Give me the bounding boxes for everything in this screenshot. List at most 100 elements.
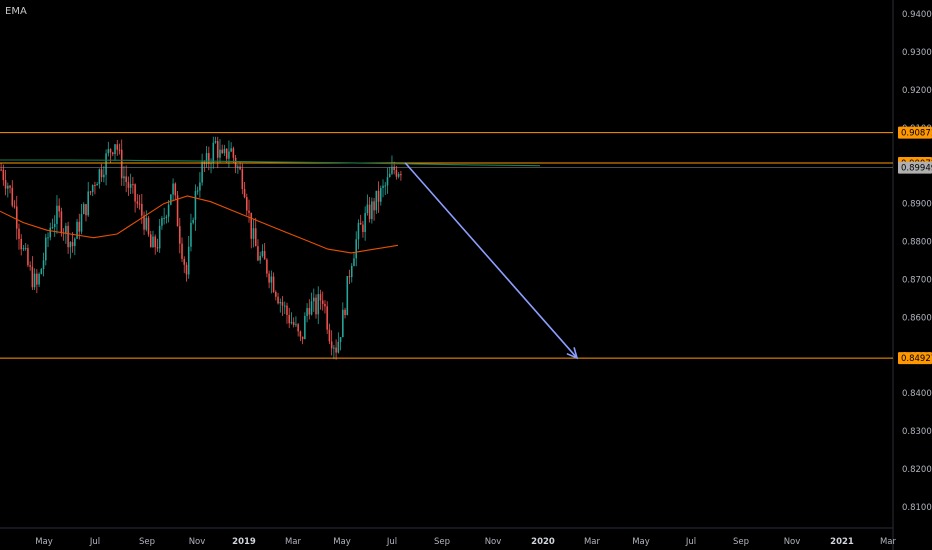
projection-arrowhead — [566, 347, 579, 360]
candle-body — [172, 183, 174, 195]
candle-body — [328, 329, 331, 342]
candle-body — [118, 149, 121, 151]
candle-body — [275, 291, 277, 297]
candle-body — [112, 152, 114, 155]
x-tick-label: Mar — [880, 537, 897, 547]
x-tick-label: 2020 — [531, 537, 555, 547]
candle-body — [36, 273, 38, 285]
candle-body — [201, 161, 203, 183]
candle-body — [319, 294, 322, 301]
candle-body — [330, 341, 333, 349]
candle-body — [272, 276, 275, 292]
candle-body — [295, 324, 297, 326]
candle-body — [216, 141, 219, 158]
candle-body — [87, 191, 89, 216]
candle-body — [56, 205, 58, 224]
candle-body — [268, 273, 270, 283]
candle-body — [306, 308, 308, 316]
ema-short-line — [0, 195, 399, 254]
candle-body — [40, 269, 43, 274]
candle-body — [205, 153, 208, 164]
candle-body — [74, 238, 76, 247]
candle-body — [18, 228, 20, 239]
candle-body — [0, 169, 2, 171]
candle-body — [129, 184, 132, 188]
candle-body — [384, 185, 387, 187]
candle-body — [386, 177, 389, 186]
candle-body — [364, 212, 366, 233]
candle-body — [116, 144, 119, 150]
candle-body — [373, 201, 375, 211]
price-tag-label: 0.84927 — [901, 354, 932, 364]
candle-body — [321, 300, 324, 305]
candle-body — [194, 191, 197, 220]
candle-body — [279, 302, 282, 304]
candle-body — [91, 185, 94, 193]
candle-body — [114, 144, 116, 155]
candle-body — [20, 238, 22, 250]
candle-body — [237, 166, 239, 168]
candle-body — [310, 301, 313, 315]
x-tick-label: 2019 — [232, 537, 256, 547]
candle-body — [371, 201, 373, 220]
candle-body — [187, 246, 190, 275]
candle-body — [22, 248, 25, 250]
candle-body — [199, 182, 201, 191]
candle-body — [335, 347, 337, 353]
x-tick-label: May — [35, 537, 53, 547]
candle-body — [342, 309, 344, 338]
candle-body — [228, 151, 230, 159]
candle-body — [120, 149, 123, 179]
candle-body — [368, 204, 371, 220]
candle-body — [353, 258, 355, 267]
candle-body — [283, 305, 286, 307]
candle-body — [141, 203, 143, 216]
candle-body — [45, 237, 47, 261]
candle-body — [339, 337, 342, 342]
candle-body — [380, 188, 382, 202]
candle-body — [33, 273, 36, 288]
candle-body — [53, 223, 56, 228]
candle-body — [85, 204, 87, 216]
candle-body — [27, 248, 29, 266]
candle-body — [163, 218, 165, 220]
candle-body — [185, 264, 188, 275]
x-tick-label: Jul — [89, 537, 100, 547]
candle-body — [241, 169, 244, 190]
candle-body — [395, 170, 398, 177]
candle-body — [125, 176, 127, 183]
candle-body — [13, 205, 16, 207]
candle-body — [301, 336, 304, 340]
candle-body — [134, 184, 136, 202]
candle-body — [143, 215, 145, 230]
x-axis-ticks: May Jul Sep Nov 2019 Mar May Jul Sep Nov 2020 Mar Ma… — [35, 537, 896, 547]
candle-body — [154, 236, 156, 248]
candle-body — [65, 225, 67, 233]
candle-body — [246, 197, 248, 211]
candle-body — [362, 224, 364, 233]
candle-body — [7, 185, 9, 189]
y-tick-label: 0.81000 — [902, 503, 932, 513]
x-tick-label: May — [333, 537, 351, 547]
x-tick-label: Mar — [285, 537, 302, 547]
candle-body — [127, 182, 130, 188]
candle-body — [103, 174, 105, 178]
candle-body — [290, 322, 293, 324]
overlays — [0, 132, 893, 360]
x-tick-label: Jul — [386, 537, 397, 547]
candle-body — [266, 259, 268, 274]
candle-body — [42, 260, 45, 270]
candle-body — [388, 173, 391, 178]
candle-body — [49, 227, 52, 238]
candle-body — [136, 201, 139, 204]
x-tick-label: Nov — [784, 537, 801, 547]
candle-body — [167, 204, 170, 217]
